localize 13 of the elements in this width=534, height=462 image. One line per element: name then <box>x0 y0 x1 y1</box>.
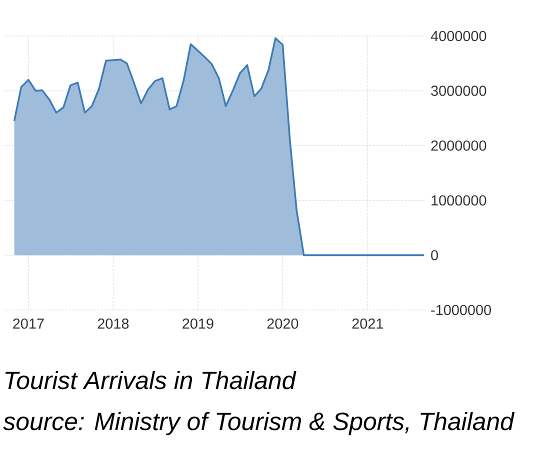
y-tick-label: 3000000 <box>431 86 486 96</box>
x-tick-label: 2017 <box>13 318 44 329</box>
x-tick-label: 2020 <box>267 318 298 329</box>
x-tick-label: 2018 <box>98 318 129 329</box>
y-tick-label: 4000000 <box>430 30 486 42</box>
y-tick-label: -1000000 <box>431 304 491 316</box>
source-note: source: Ministry of Tourism & Sports, Thailand <box>3 412 515 436</box>
x-tick-label: 2019 <box>182 318 214 329</box>
x-tick-label: 2021 <box>352 318 384 329</box>
y-tick-label: 1000000 <box>432 195 486 206</box>
text: Tourist Arrivals in Thailand <box>5 370 296 390</box>
y-tick-label: 0 <box>431 250 438 260</box>
y-tick-label: 2000000 <box>431 140 486 151</box>
